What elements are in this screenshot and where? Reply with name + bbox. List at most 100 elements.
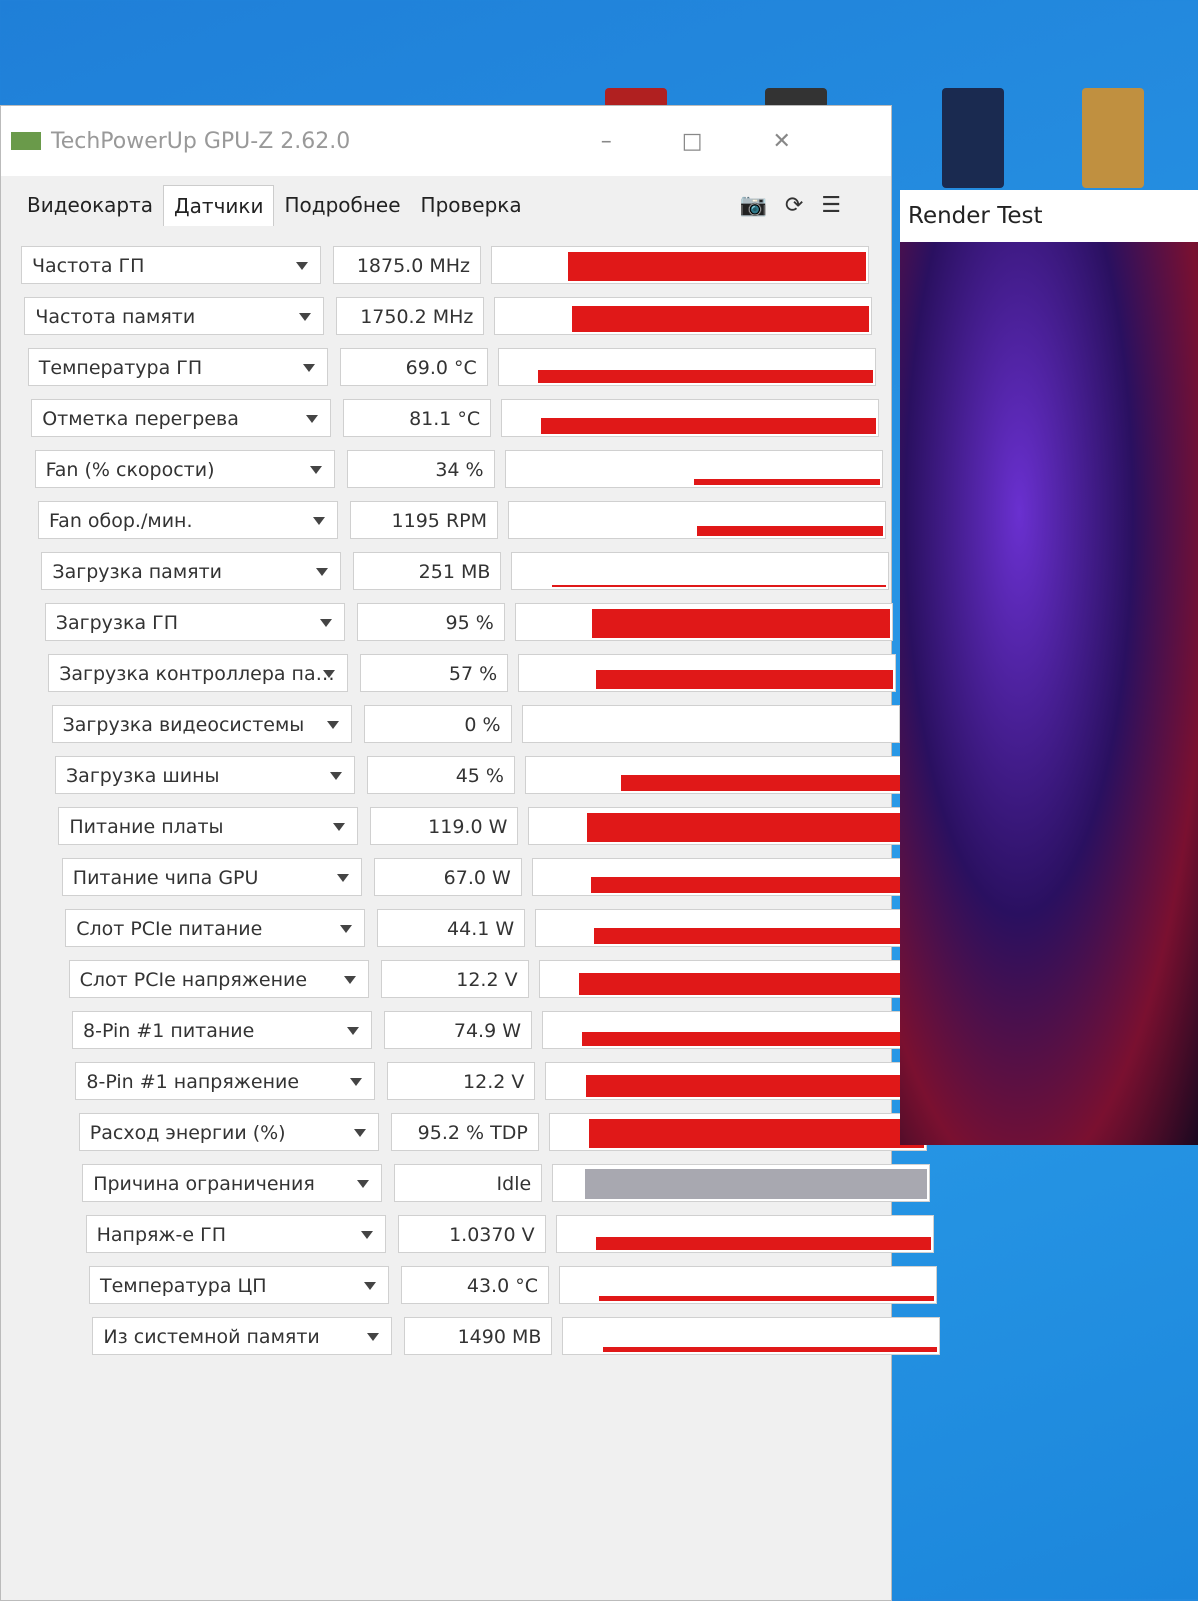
sensor-graph — [548, 1113, 927, 1151]
tab[interactable]: Проверка — [420, 193, 522, 217]
graph-fill — [584, 1168, 928, 1199]
render-test-window: Render Test — [900, 190, 1198, 1145]
sensor-graph — [491, 246, 869, 284]
sensor-graph — [531, 858, 910, 896]
graph-fill — [621, 775, 900, 791]
sensor-label[interactable]: Fan (% скорости) — [34, 450, 335, 488]
desktop-icon[interactable] — [942, 88, 1004, 188]
sensor-label[interactable]: Питание платы — [58, 807, 359, 845]
render-output — [900, 242, 1198, 1145]
sensor-graph — [514, 603, 893, 641]
sensor-label[interactable]: 8-Pin #1 питание — [72, 1011, 372, 1049]
title-bar: TechPowerUp GPU-Z 2.62.0 –□✕ — [1, 106, 891, 176]
sensor-label[interactable]: Загрузка ГП — [44, 603, 345, 641]
sensor-graph — [559, 1266, 937, 1304]
sensor-label[interactable]: Загрузка контроллера па… — [48, 654, 349, 692]
sensor-label[interactable]: Питание чипа GPU — [61, 858, 362, 896]
sensor-graph — [504, 450, 883, 488]
sensor-label[interactable]: Температура ЦП — [89, 1266, 389, 1304]
sensor-label[interactable]: Из системной памяти — [92, 1317, 393, 1355]
graph-fill — [582, 1031, 917, 1046]
sensor-value: 67.0 W — [373, 858, 522, 896]
tab[interactable]: Подробнее — [284, 193, 401, 217]
sensor-graph — [511, 552, 890, 590]
window-title: TechPowerUp GPU-Z 2.62.0 — [51, 128, 351, 154]
sensor-graph — [521, 705, 900, 743]
graph-fill — [551, 585, 887, 587]
sensor-label[interactable]: Слот PCIe питание — [65, 909, 366, 947]
desktop-icon[interactable] — [1082, 88, 1144, 188]
sensor-graph — [497, 348, 876, 386]
sensor-value: 1750.2 MHz — [336, 297, 485, 335]
graph-fill — [592, 609, 890, 638]
graph-fill — [538, 370, 873, 383]
sensor-label[interactable]: 8-Pin #1 напряжение — [75, 1062, 376, 1100]
sensor-value: 251 MB — [353, 552, 502, 590]
sensor-graph — [538, 960, 917, 998]
sensor-value: 81.1 °C — [343, 399, 492, 437]
desktop-icon[interactable] — [765, 88, 827, 108]
sensor-label[interactable]: Слот PCIe напряжение — [68, 960, 369, 998]
sensor-graph — [528, 807, 907, 845]
tab-bar: Видеокарта Датчики Подробнее Проверка 📷⟳… — [1, 176, 891, 234]
sensor-value: 74.9 W — [384, 1011, 532, 1049]
sensor-label[interactable]: Загрузка шины — [55, 756, 355, 794]
sensor-label[interactable]: Напряж-е ГП — [85, 1215, 386, 1253]
sensor-label[interactable]: Температура ГП — [27, 348, 328, 386]
sensor-graph — [545, 1062, 924, 1100]
sensor-label[interactable]: Причина ограничения — [82, 1164, 383, 1202]
sensor-graph — [535, 909, 914, 947]
graph-fill — [590, 877, 907, 893]
sensor-label[interactable]: Частота ГП — [21, 246, 321, 284]
sensor-graph — [494, 297, 873, 335]
graph-fill — [578, 972, 914, 995]
gpuz-window: TechPowerUp GPU-Z 2.62.0 –□✕ Видеокарта … — [0, 105, 941, 1601]
sensor-value: 34 % — [346, 450, 495, 488]
sensor-label[interactable]: Расход энергии (%) — [78, 1113, 379, 1151]
graph-fill — [568, 252, 866, 281]
sensor-graph — [562, 1317, 941, 1355]
graph-fill — [541, 418, 877, 434]
tab[interactable]: Видеокарта — [27, 193, 154, 217]
sensor-graph — [518, 654, 897, 692]
sensor-value: 69.0 °C — [339, 348, 488, 386]
window-controls[interactable]: –□✕ — [600, 128, 861, 154]
sensor-label[interactable]: Загрузка памяти — [41, 552, 342, 590]
sensor-value: 43.0 °C — [401, 1266, 549, 1304]
sensor-value: 1.0370 V — [397, 1215, 546, 1253]
sensor-value: 0 % — [363, 705, 512, 743]
sensor-label[interactable]: Частота памяти — [24, 297, 325, 335]
sensor-value: 1875.0 MHz — [333, 246, 481, 284]
sensor-label[interactable]: Загрузка видеосистемы — [51, 705, 352, 743]
sensor-value: 12.2 V — [387, 1062, 536, 1100]
desktop-icon[interactable] — [605, 88, 667, 108]
graph-fill — [587, 813, 904, 842]
sensor-graph — [555, 1215, 934, 1253]
sensor-label[interactable]: Отметка перегрева — [31, 399, 332, 437]
sensor-graph — [552, 1164, 931, 1202]
toolbar[interactable]: 📷⟳☰ — [739, 192, 859, 218]
graph-fill — [693, 478, 880, 485]
sensor-value: 95.2 % TDP — [390, 1113, 539, 1151]
sensor-value: Idle — [394, 1164, 543, 1202]
sensor-graph — [525, 756, 903, 794]
graph-fill — [594, 928, 911, 944]
sensor-value: 1195 RPM — [350, 501, 498, 539]
sensor-label[interactable]: Fan обор./мин. — [38, 501, 338, 539]
sensor-value: 119.0 W — [370, 807, 519, 845]
sensor-graph — [542, 1011, 920, 1049]
graph-fill — [595, 1237, 931, 1250]
sensor-graph — [508, 501, 886, 539]
graph-fill — [585, 1074, 921, 1097]
tab[interactable]: Датчики — [163, 184, 275, 226]
graph-fill — [602, 1347, 938, 1352]
sensor-value: 45 % — [367, 756, 515, 794]
graph-fill — [697, 526, 883, 536]
sensor-graph — [501, 399, 880, 437]
graph-fill — [599, 1296, 934, 1301]
sensor-value: 1490 MB — [404, 1317, 553, 1355]
sensor-value: 95 % — [356, 603, 505, 641]
graph-fill — [571, 306, 870, 332]
graph-fill — [595, 669, 894, 689]
